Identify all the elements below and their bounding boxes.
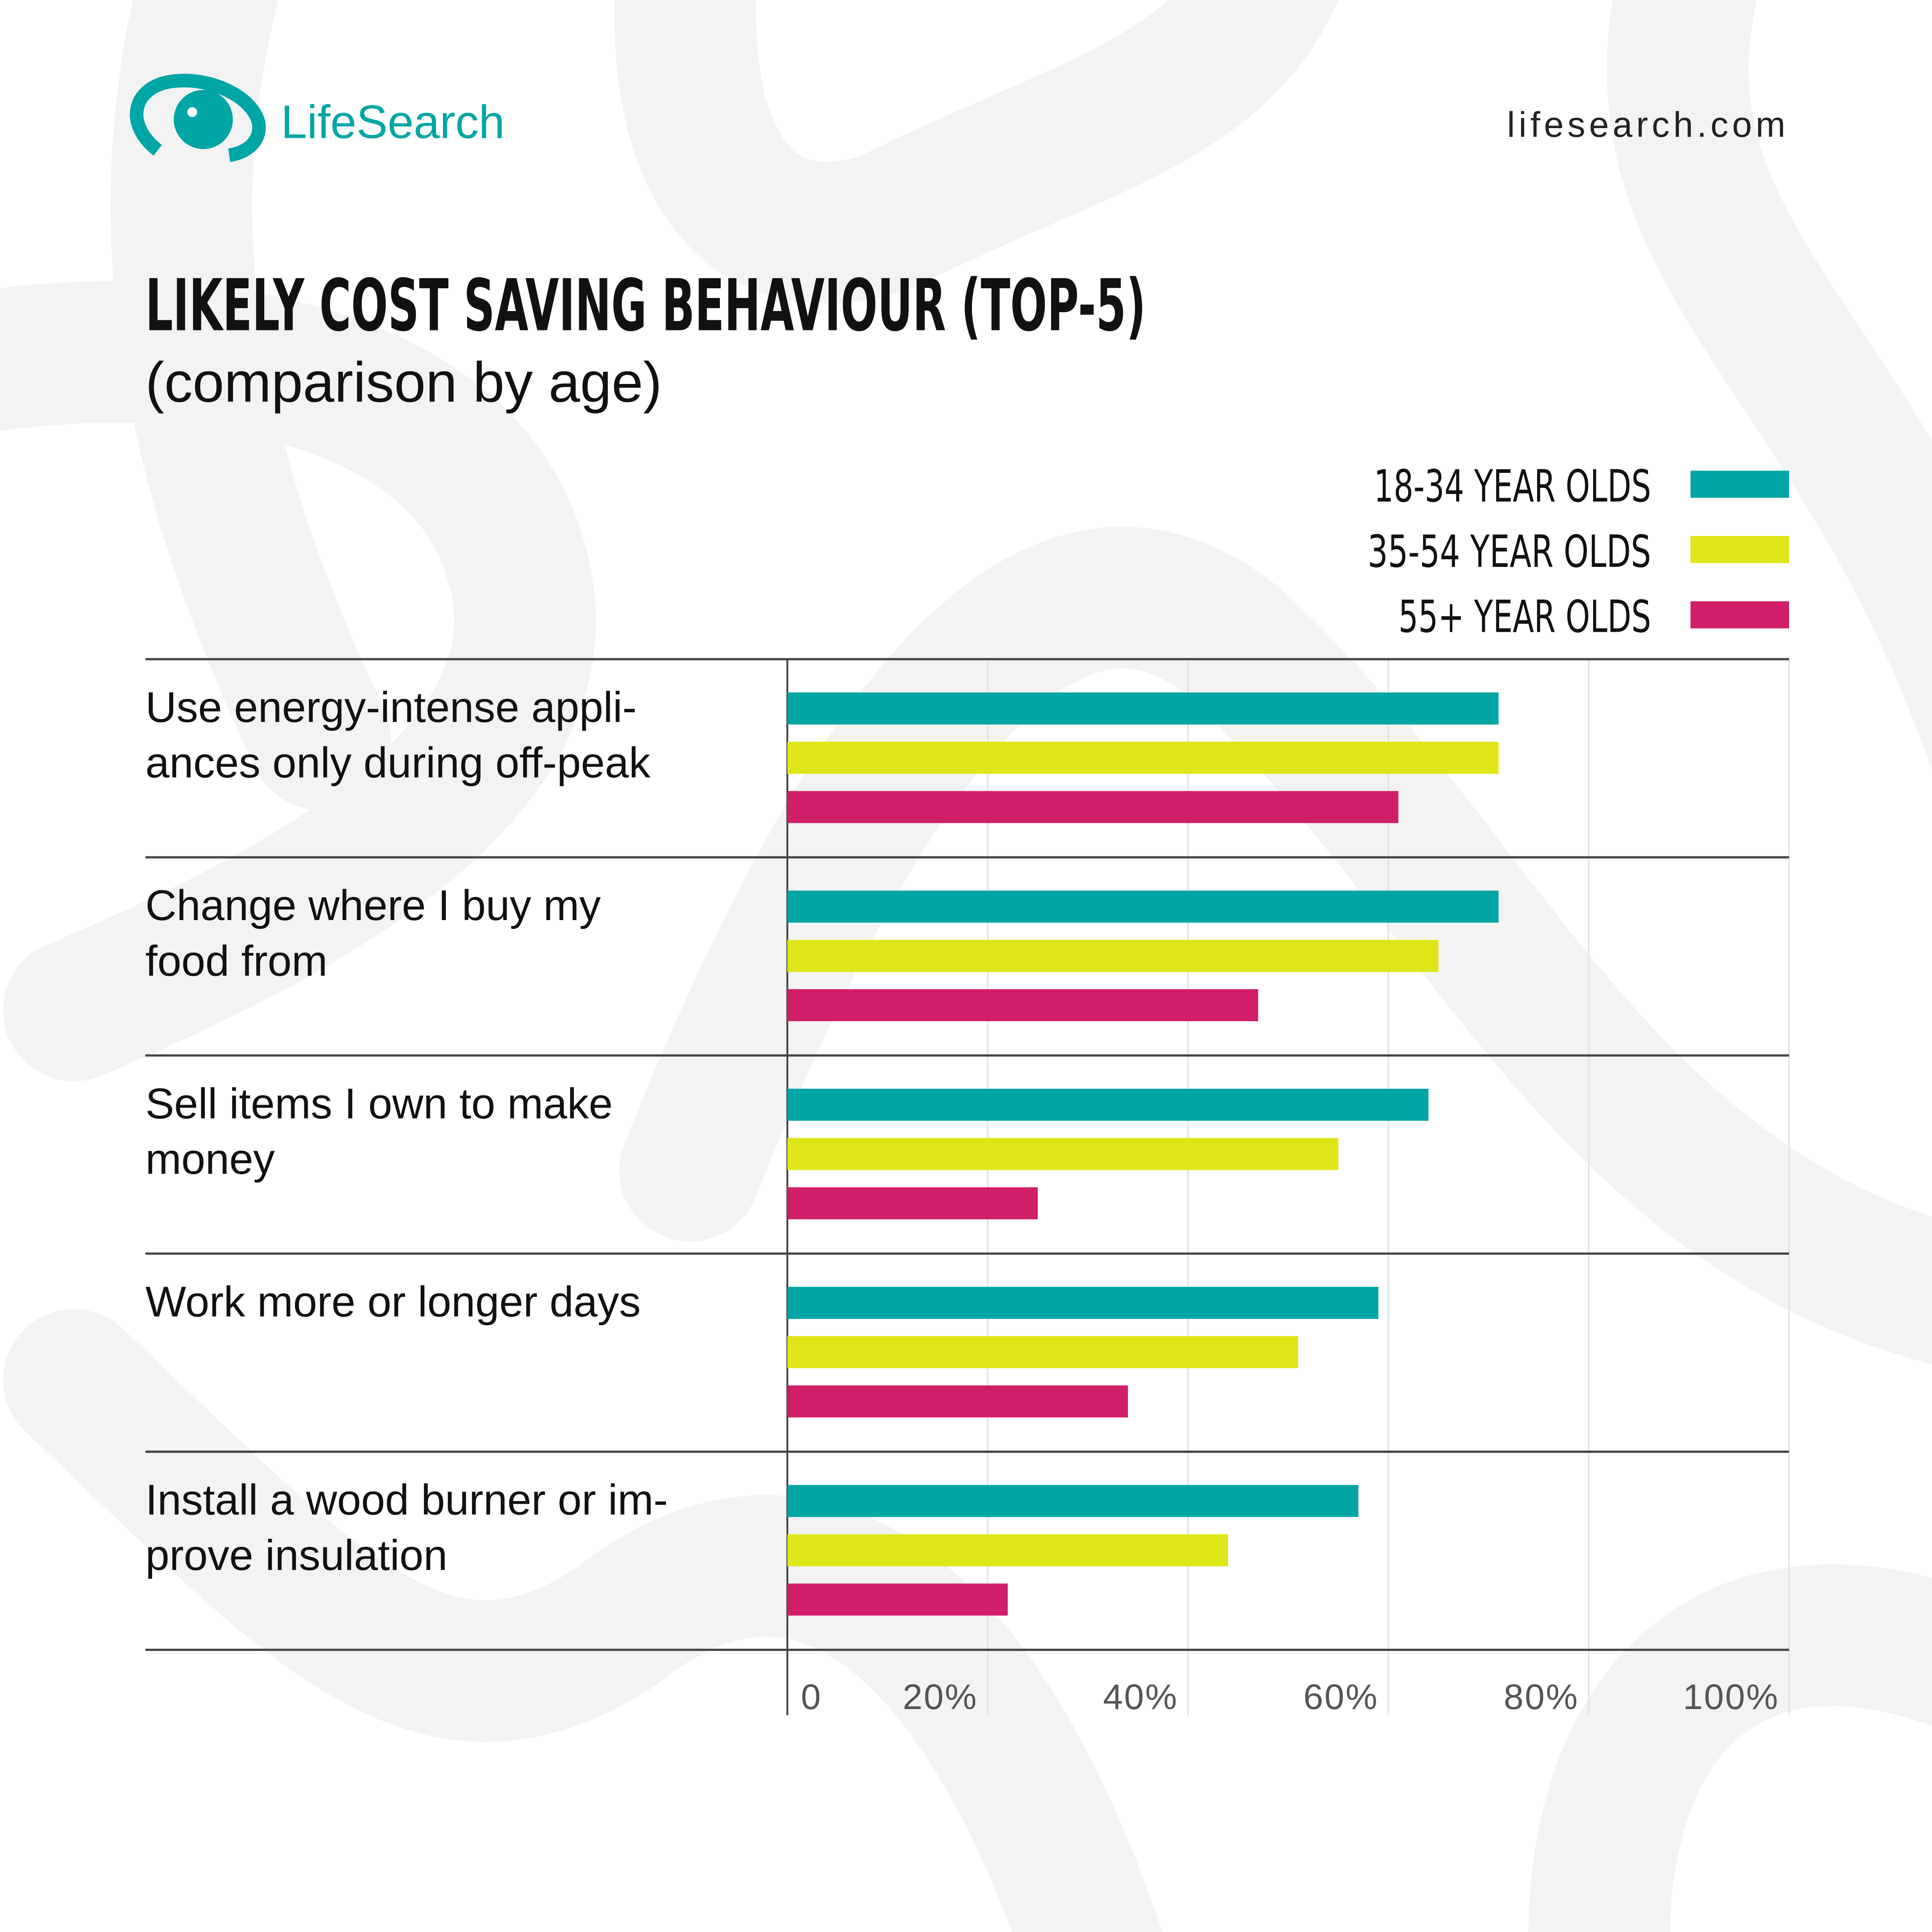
category-label-line: Use energy-intense appli-: [145, 683, 637, 731]
bar-35-54-1: [787, 741, 1499, 774]
bar-18-34-3: [787, 1089, 1429, 1121]
legend: 18-34 YEAR OLDS 35-54 YEAR OLDS 55+ YEAR O…: [1368, 460, 1789, 643]
legend-swatch: [1690, 601, 1789, 628]
x-tick-label: 100%: [1683, 1677, 1779, 1717]
bar-55-plus-1: [787, 791, 1398, 823]
x-tick-label: 20%: [903, 1677, 978, 1717]
bar-55-plus-2: [787, 989, 1258, 1021]
bar-18-34-2: [787, 891, 1499, 923]
bar-55-plus-5: [787, 1583, 1008, 1616]
category-label: Change where I buy my food from: [145, 881, 601, 985]
legend-label: 55+ YEAR OLDS: [1398, 591, 1651, 643]
bar-35-54-3: [787, 1138, 1339, 1170]
legend-label: 35-54 YEAR OLDS: [1368, 526, 1651, 577]
bars: [787, 692, 1499, 1616]
brand-url[interactable]: lifesearch.com: [1507, 105, 1789, 145]
chart-subtitle: (comparison by age): [145, 351, 662, 414]
category-label-line: ances only during off-peak: [145, 738, 651, 787]
category-labels: Use energy-intense appli-ances only duri…: [145, 683, 668, 1579]
x-axis-ticks: 0 20% 40% 60% 80% 100%: [801, 1677, 1779, 1717]
category-label-line: Change where I buy my: [145, 881, 601, 929]
category-label-line: money: [145, 1135, 275, 1183]
category-label: Work more or longer days: [145, 1277, 641, 1326]
category-label-line: Work more or longer days: [145, 1277, 641, 1326]
bar-55-plus-4: [787, 1385, 1128, 1418]
chart-title: LIKELY COST SAVING BEHAVIOUR (TOP-5): [145, 264, 1146, 347]
eye-icon: [174, 90, 233, 149]
x-tick-label: 60%: [1303, 1677, 1378, 1717]
bar-18-34-5: [787, 1485, 1358, 1517]
x-tick-label: 0: [801, 1677, 822, 1717]
bar-35-54-5: [787, 1534, 1228, 1567]
category-label-line: food from: [145, 936, 327, 985]
bar-18-34-4: [787, 1287, 1379, 1319]
logo: LifeSearch: [130, 74, 505, 162]
category-label: Use energy-intense appli-ances only duri…: [145, 683, 651, 787]
category-label-line: Sell items I own to make: [145, 1079, 613, 1127]
x-tick-label: 40%: [1103, 1677, 1178, 1717]
legend-label: 18-34 YEAR OLDS: [1374, 460, 1651, 512]
bar-35-54-4: [787, 1336, 1299, 1368]
bar-35-54-2: [787, 940, 1439, 972]
bar-18-34-1: [787, 692, 1499, 724]
x-tick-label: 80%: [1504, 1677, 1579, 1717]
bar-55-plus-3: [787, 1187, 1038, 1220]
legend-swatch: [1690, 536, 1789, 564]
legend-swatch: [1690, 470, 1789, 498]
brand-name: LifeSearch: [281, 95, 505, 148]
category-label: Sell items I own to make money: [145, 1079, 613, 1183]
category-label-line: prove insulation: [145, 1531, 448, 1579]
category-label: Install a wood burner or im-prove insula…: [145, 1476, 668, 1580]
category-label-line: Install a wood burner or im-: [145, 1476, 668, 1524]
